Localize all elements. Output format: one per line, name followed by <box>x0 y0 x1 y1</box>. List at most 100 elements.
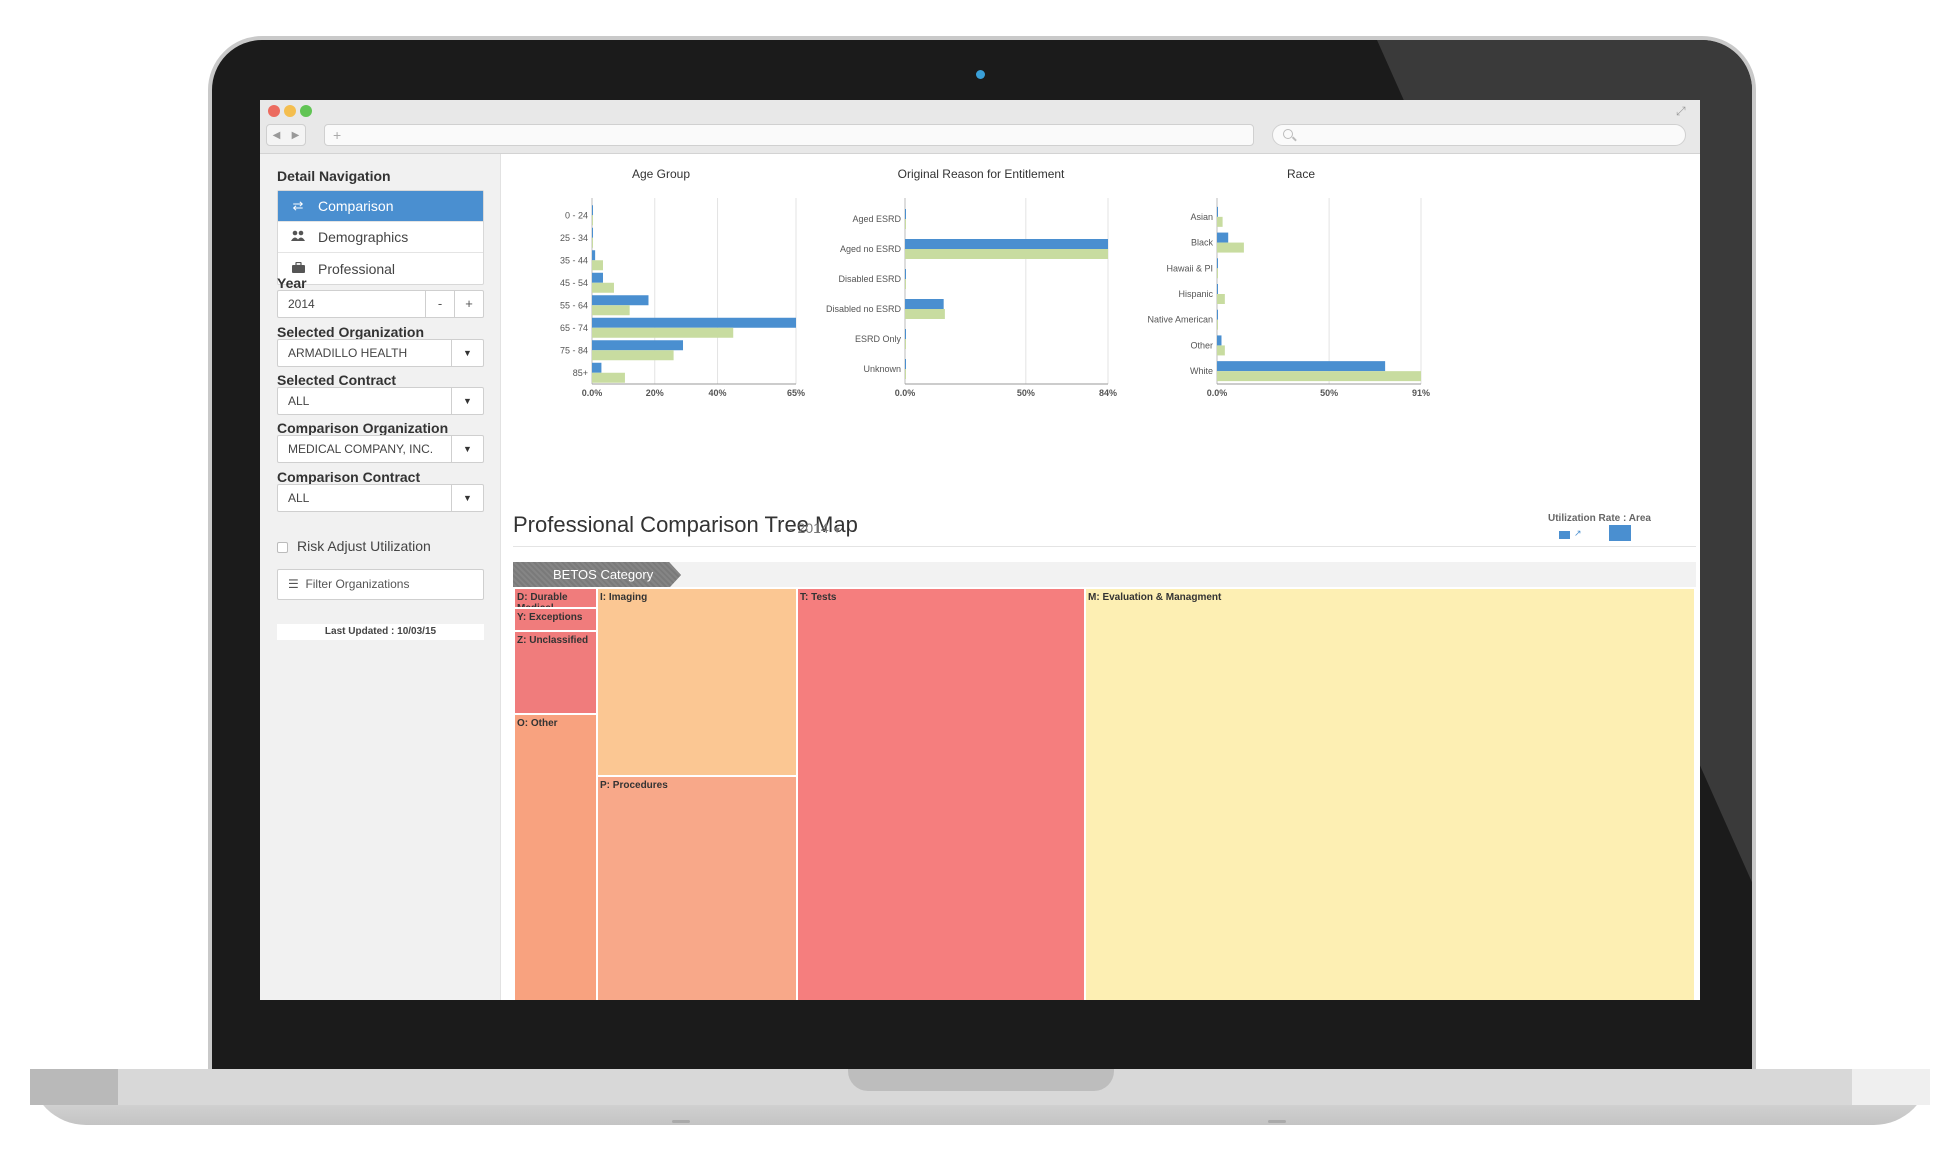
bar <box>905 309 945 319</box>
selected-contract-value: ALL <box>288 394 310 408</box>
treemap-cell-label: P: Procedures <box>600 780 668 791</box>
treemap-cell-procedures[interactable]: P: Procedures <box>596 775 798 1000</box>
bar <box>592 237 593 248</box>
year-increment-button[interactable]: + <box>454 291 483 317</box>
treemap-cell-label: Y: Exceptions <box>517 612 583 623</box>
bar <box>905 339 906 349</box>
age-group-chart: Age Group 0.0% 20% 40% 65% 0 - 24 25 - 34 35 - … <box>560 167 805 398</box>
bar <box>1217 335 1222 346</box>
x-tick-label: 50% <box>1320 388 1338 398</box>
category-label: Hispanic <box>1178 289 1213 299</box>
bar <box>592 260 603 271</box>
legend-large-square <box>1609 525 1631 541</box>
divider <box>513 546 1696 547</box>
fullscreen-icon[interactable]: ⤢ <box>1676 104 1686 118</box>
year-value: 2014 <box>288 297 315 311</box>
chart-title: Age Group <box>632 167 690 181</box>
comparison-organization-select[interactable]: MEDICAL COMPANY, INC. ▼ <box>277 435 484 463</box>
x-tick-label: 0.0% <box>895 388 916 398</box>
treemap-cell-evaluation-management[interactable]: M: Evaluation & Managment <box>1084 587 1696 1000</box>
treemap-cell-label: O: Other <box>517 718 558 729</box>
treemap-cell-label: Z: Unclassified <box>517 635 589 646</box>
bar <box>1217 361 1386 372</box>
risk-adjust-checkbox[interactable] <box>277 542 288 553</box>
category-label: Aged ESRD <box>852 214 901 224</box>
bar <box>905 369 906 379</box>
bar <box>1217 284 1218 294</box>
year-stepper[interactable]: 2014 - + <box>277 290 484 318</box>
nav-item-demographics[interactable]: Demographics <box>278 222 483 253</box>
x-tick-label: 84% <box>1099 388 1117 398</box>
category-label: ESRD Only <box>855 334 902 344</box>
bar <box>905 299 944 309</box>
x-tick-label: 40% <box>709 388 727 398</box>
treemap-cell-tests[interactable]: T: Tests <box>796 587 1086 1000</box>
swap-arrows-icon: ⇄ <box>292 198 304 213</box>
selected-contract-select[interactable]: ALL ▼ <box>277 387 484 415</box>
treemap-year-value: - 2014 <box>789 520 829 536</box>
nav-item-professional[interactable]: Professional <box>278 253 483 284</box>
year-decrement-button[interactable]: - <box>425 291 454 317</box>
laptop-notch <box>848 1069 1114 1091</box>
last-updated-text: Last Updated : 10/03/15 <box>277 624 484 640</box>
bar <box>592 372 625 383</box>
nav-item-comparison[interactable]: ⇄ Comparison <box>278 191 483 222</box>
comparison-contract-select[interactable]: ALL ▼ <box>277 484 484 512</box>
filter-organizations-button[interactable]: ☰ Filter Organizations <box>277 569 484 600</box>
bar <box>592 350 674 361</box>
treemap-cell-other[interactable]: O: Other <box>513 713 598 1000</box>
x-tick-label: 20% <box>646 388 664 398</box>
breadcrumb-betos-category[interactable]: BETOS Category <box>513 562 681 588</box>
back-arrow-icon[interactable]: ◀ <box>272 129 281 141</box>
selected-contract-label: Selected Contract <box>277 372 397 388</box>
treemap-breadcrumb-bar: BETOS Category <box>513 562 1696 588</box>
bar <box>592 317 796 328</box>
new-tab-icon[interactable]: + <box>333 127 342 143</box>
category-label: Hawaii & PI <box>1166 263 1213 273</box>
year-label: Year <box>277 275 307 291</box>
category-label: 65 - 74 <box>560 323 588 333</box>
laptop-foot <box>672 1120 690 1123</box>
search-icon <box>1283 129 1293 139</box>
treemap-cell-exceptions[interactable]: Y: Exceptions <box>513 607 598 632</box>
browser-search-input[interactable] <box>1272 124 1686 146</box>
treemap-cell-unclassified[interactable]: Z: Unclassified <box>513 630 598 715</box>
bar <box>905 329 906 339</box>
x-tick-label: 91% <box>1412 388 1430 398</box>
treemap-cell-label: T: Tests <box>800 592 837 603</box>
category-label: Black <box>1191 238 1214 248</box>
bar <box>1217 242 1244 253</box>
bar <box>592 362 602 373</box>
category-label: 35 - 44 <box>560 255 588 265</box>
treemap-cell-imaging[interactable]: I: Imaging <box>596 587 798 777</box>
category-label: Native American <box>1147 315 1213 325</box>
x-tick-label: 0.0% <box>1207 388 1228 398</box>
comparison-contract-label: Comparison Contract <box>277 469 421 485</box>
bar <box>592 295 649 306</box>
treemap-year-dropdown[interactable]: - 2014 ▼ <box>789 520 842 536</box>
zoom-window-dot[interactable] <box>300 105 312 117</box>
treemap-cell-durable-medical[interactable]: D: Durable Medical Equipment <box>513 587 598 609</box>
category-label: 45 - 54 <box>560 278 588 288</box>
briefcase-icon <box>278 261 318 276</box>
address-bar[interactable]: + <box>324 124 1254 146</box>
forward-arrow-icon[interactable]: ▶ <box>291 129 300 141</box>
bar <box>905 359 906 369</box>
bar <box>592 215 593 226</box>
bar <box>905 219 906 229</box>
category-label: Asian <box>1190 212 1213 222</box>
chevron-down-icon: ▼ <box>451 388 483 414</box>
chart-title: Race <box>1287 167 1315 181</box>
bar <box>1217 309 1218 320</box>
selected-organization-label: Selected Organization <box>277 324 425 340</box>
bar <box>905 209 906 219</box>
minimize-window-dot[interactable] <box>284 105 296 117</box>
bar <box>592 227 593 238</box>
comparison-contract-value: ALL <box>288 491 310 505</box>
bar <box>592 282 614 293</box>
close-window-dot[interactable] <box>268 105 280 117</box>
selected-organization-select[interactable]: ARMADILLO HEALTH ▼ <box>277 339 484 367</box>
browser-chrome: ◀ ▶ + ⤢ <box>260 100 1700 154</box>
chevron-down-icon: ▼ <box>451 436 483 462</box>
filter-organizations-label: Filter Organizations <box>305 577 410 591</box>
